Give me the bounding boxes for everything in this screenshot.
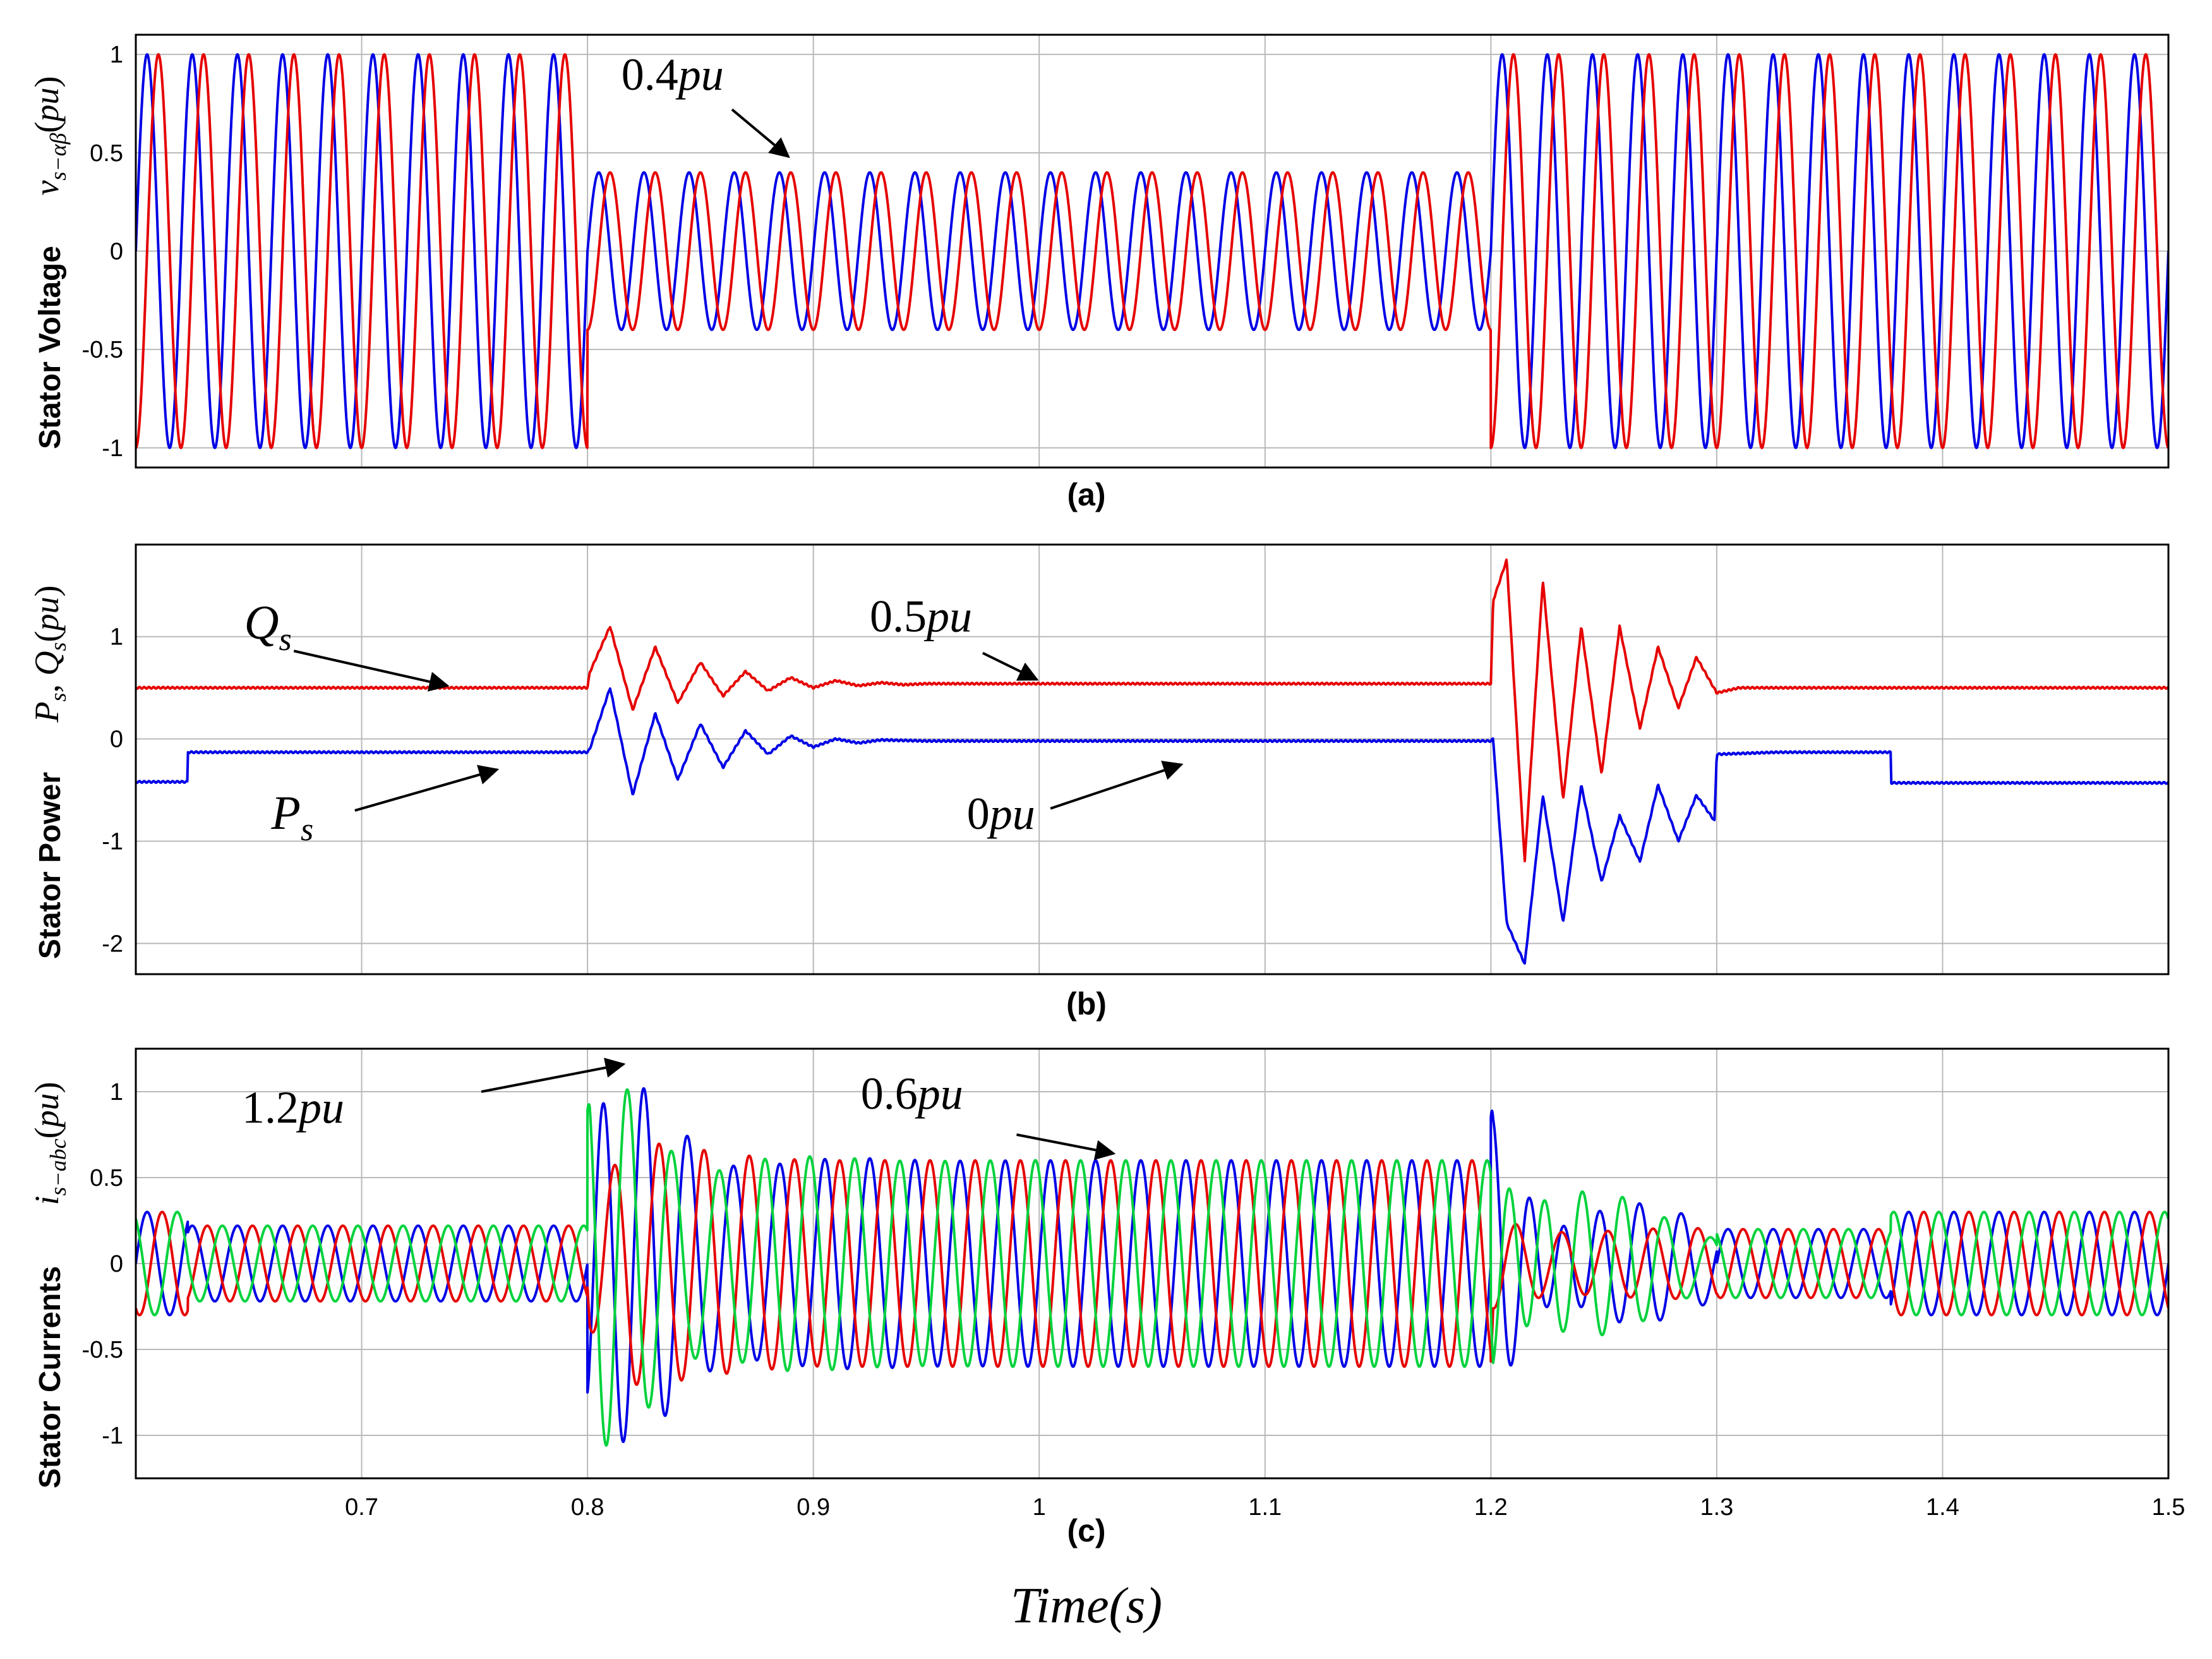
- panel-b-ytick-label: -2: [102, 931, 123, 957]
- x-axis-label: Time(s): [1011, 1578, 1162, 1634]
- panel-b-grid: [136, 545, 2168, 974]
- annotation-arrow: [982, 651, 1039, 681]
- panel-b-traces: [136, 558, 2168, 965]
- x-tick-label: 0.8: [571, 1494, 604, 1521]
- annotation-arrow: [293, 649, 450, 692]
- panel-a-ylabel-math: vs−αβ(pu): [28, 76, 71, 195]
- panel-c-ytick-label: 1: [110, 1079, 123, 1106]
- panel-c-caption: (c): [1067, 1513, 1105, 1548]
- annotation-label: 0pu: [967, 788, 1035, 839]
- panel-a-ytick-label: 0: [110, 239, 123, 265]
- panel-c-frame: [135, 1047, 2170, 1480]
- panel-b-caption: (b): [1066, 986, 1107, 1022]
- series-v_s-beta: [136, 53, 2168, 449]
- panel-a: -1 -0.5 0 0.5 1 0.4pu Stator Voltage vs−αβ(p…: [28, 33, 2170, 512]
- panel-a-caption: (a): [1067, 477, 1105, 512]
- annotation-arrow: [354, 764, 500, 812]
- panel-a-traces: [136, 53, 2168, 449]
- series-i_sb: [136, 1142, 2168, 1386]
- panel-b-ytick-label: 1: [110, 624, 123, 651]
- panel-a-ytick-label: -0.5: [82, 337, 123, 363]
- panel-c-annotations: 1.2pu 0.6pu: [242, 1058, 1116, 1161]
- panel-c: -1 -0.5 0 0.5 1 1.2pu 0.6pu 0.7 0.8 0.9 1 1.1 1.2 1…: [28, 1047, 2185, 1548]
- panel-b-ytick-label: -1: [102, 829, 123, 855]
- series-v_s-alpha: [136, 53, 2168, 449]
- annotation-arrow: [1016, 1133, 1116, 1161]
- panel-b-ylabel-math: Ps, Qs(pu): [28, 586, 71, 723]
- panel-c-ylabel-math: is−abc(pu): [28, 1082, 71, 1205]
- panel-a-ylabel-text: Stator Voltage: [33, 246, 67, 449]
- x-tick-label: 1.4: [1926, 1494, 1959, 1521]
- panel-a-annotations: 0.4pu: [622, 49, 790, 159]
- annotation-arrow: [731, 108, 790, 159]
- panel-a-ytick-label: -1: [102, 435, 123, 462]
- annotation-label: 0.5pu: [870, 591, 972, 642]
- series-Q_s: [136, 558, 2168, 862]
- annotation-label: Qs: [244, 596, 292, 658]
- series-i_sc: [136, 1088, 2168, 1447]
- panel-a-ytick-labels: -1 -0.5 0 0.5 1: [82, 42, 123, 462]
- x-tick-label: 1.2: [1474, 1494, 1508, 1521]
- series-i_sa: [136, 1087, 2168, 1444]
- annotation-label: Ps: [271, 787, 314, 848]
- series-P_s: [136, 687, 2168, 965]
- panel-c-ytick-label: -1: [102, 1423, 123, 1449]
- x-tick-label: 1.5: [2152, 1494, 2185, 1521]
- panel-b: -2 -1 0 1 Qs 0.5pu Ps 0pu Stator Power Ps, Qs(…: [28, 543, 2170, 1022]
- annotation-arrow: [481, 1058, 626, 1093]
- panel-b-ytick-label: 0: [110, 727, 123, 753]
- panel-c-xtick-labels: 0.7 0.8 0.9 1 1.1 1.2 1.3 1.4 1.5: [345, 1494, 2185, 1521]
- panel-c-traces: [136, 1087, 2168, 1447]
- panel-a-ytick-label: 0.5: [90, 140, 123, 167]
- x-tick-label: 1.3: [1700, 1494, 1733, 1521]
- panel-c-ytick-label: -0.5: [82, 1337, 123, 1363]
- annotation-arrow: [1050, 761, 1184, 810]
- panel-a-frame: [135, 33, 2170, 469]
- panel-b-annotations: Qs 0.5pu Ps 0pu: [244, 591, 1184, 848]
- x-tick-label: 1.1: [1248, 1494, 1282, 1521]
- panel-c-ytick-labels: -1 -0.5 0 0.5 1: [82, 1079, 123, 1449]
- panel-a-ytick-label: 1: [110, 42, 123, 68]
- panel-b-frame: [135, 543, 2170, 975]
- panel-b-ylabel-text: Stator Power: [33, 772, 67, 959]
- panel-c-ytick-label: 0.5: [90, 1165, 123, 1191]
- annotation-label: 1.2pu: [242, 1082, 344, 1133]
- panel-c-ytick-label: 0: [110, 1251, 123, 1277]
- panel-b-ytick-labels: -2 -1 0 1: [102, 624, 123, 958]
- x-tick-label: 1: [1033, 1494, 1046, 1521]
- x-tick-label: 0.7: [345, 1494, 378, 1521]
- annotation-label: 0.4pu: [622, 49, 724, 100]
- x-tick-label: 0.9: [796, 1494, 830, 1521]
- annotation-label: 0.6pu: [861, 1068, 963, 1119]
- panel-c-ylabel-text: Stator Currents: [33, 1266, 67, 1488]
